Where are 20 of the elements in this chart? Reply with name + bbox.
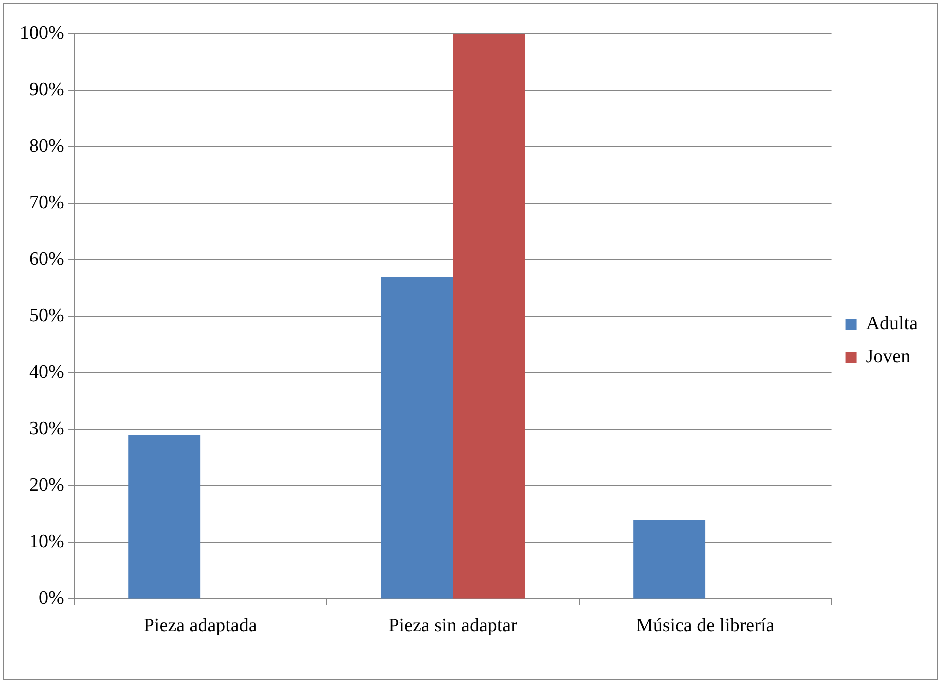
y-tick-label: 40% [30,362,64,384]
y-tick-label: 80% [30,136,64,158]
bar [381,277,454,599]
y-tick-label: 20% [30,475,64,496]
y-tick-label: 0% [39,588,64,610]
x-tick-label: Música de librería [636,616,776,637]
x-tick-label: Pieza sin adaptar [388,616,518,637]
y-tick-label: 90% [30,80,64,101]
bar [453,34,526,599]
y-tick-label: 30% [30,418,64,440]
legend-label: Adulta [866,313,919,334]
y-tick-label: 60% [30,249,64,270]
bar [634,520,706,599]
y-tick-label: 10% [30,532,64,553]
legend-label: Joven [866,346,912,368]
bar [128,435,201,599]
x-tick-label: Pieza adaptada [144,616,258,637]
y-tick-label: 50% [30,306,64,327]
y-tick-label: 100% [20,22,64,44]
y-tick-label: 70% [30,192,64,214]
